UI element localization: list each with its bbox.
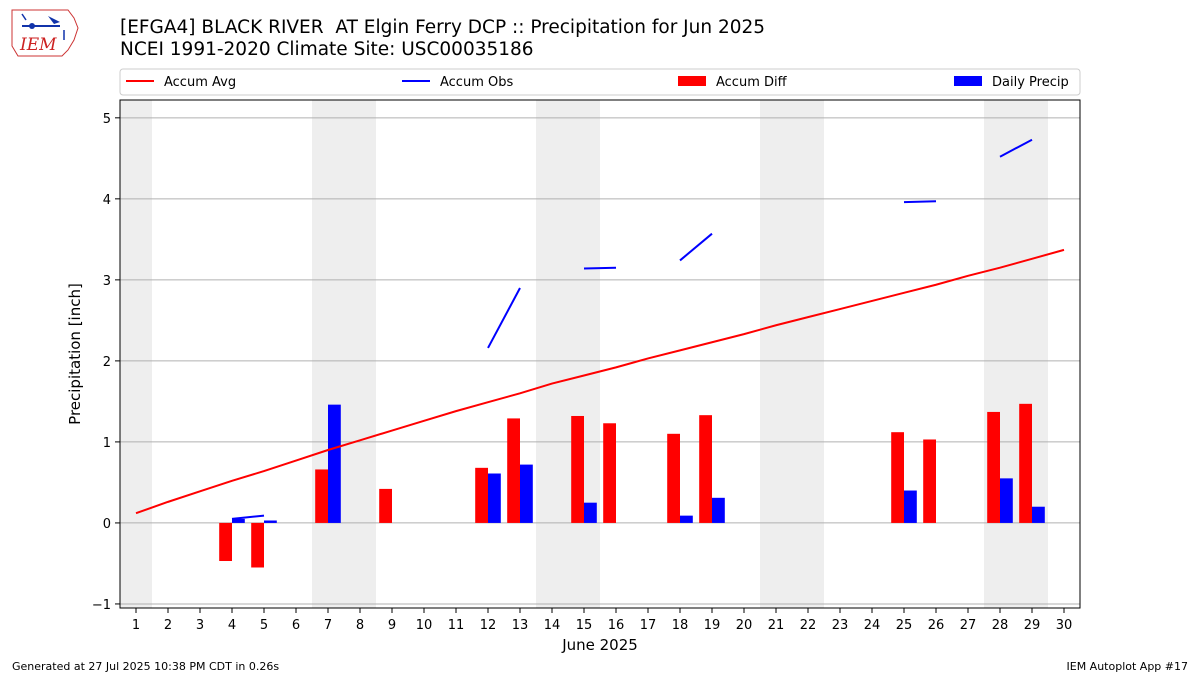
x-tick-label: 14 xyxy=(544,618,561,633)
x-tick-label: 7 xyxy=(324,618,332,633)
x-tick-label: 18 xyxy=(672,618,689,633)
iem-logo: IEM xyxy=(8,6,82,62)
daily-precip-bar xyxy=(488,473,501,523)
x-tick-label: 19 xyxy=(704,618,721,633)
x-tick-label: 16 xyxy=(608,618,625,633)
generated-timestamp: Generated at 27 Jul 2025 10:38 PM CDT in… xyxy=(12,660,280,673)
x-tick-label: 17 xyxy=(640,618,657,633)
x-tick-label: 20 xyxy=(736,618,753,633)
daily-precip-bar xyxy=(520,464,533,523)
daily-precip-bar xyxy=(584,502,597,523)
y-tick-label: −1 xyxy=(92,598,111,613)
legend-daily-precip-label: Daily Precip xyxy=(992,75,1069,90)
accum-diff-bar xyxy=(987,411,1000,523)
x-tick-label: 21 xyxy=(768,618,785,633)
x-tick-label: 5 xyxy=(260,618,268,633)
x-tick-label: 11 xyxy=(448,618,465,633)
accum-diff-bar xyxy=(219,522,232,562)
x-tick-label: 25 xyxy=(896,618,913,633)
x-tick-label: 3 xyxy=(196,618,204,633)
y-tick-label: 1 xyxy=(103,436,111,451)
x-tick-label: 9 xyxy=(388,618,396,633)
daily-precip-bar xyxy=(1000,478,1013,523)
y-tick-label: 5 xyxy=(103,112,111,127)
accum-diff-bar xyxy=(315,469,328,523)
x-tick-label: 15 xyxy=(576,618,593,633)
x-tick-label: 4 xyxy=(228,618,236,633)
x-tick-label: 13 xyxy=(512,618,529,633)
legend-box xyxy=(119,68,1081,96)
accum-obs-line xyxy=(231,514,265,520)
x-tick-label: 12 xyxy=(480,618,497,633)
x-tick-label: 10 xyxy=(416,618,433,633)
daily-precip-bar xyxy=(264,520,277,523)
accum-obs-line xyxy=(679,232,713,262)
y-axis-label: Precipitation [inch] xyxy=(66,283,84,425)
daily-precip-bar xyxy=(904,490,917,523)
x-tick-label: 29 xyxy=(1024,618,1041,633)
chart-subtitle: NCEI 1991-2020 Climate Site: USC00035186 xyxy=(120,39,534,60)
accum-diff-bar xyxy=(507,418,520,523)
legend-accum-avg-label: Accum Avg xyxy=(164,75,236,90)
x-tick-label: 26 xyxy=(928,618,945,633)
chart-title: [EFGA4] BLACK RIVER AT Elgin Ferry DCP :… xyxy=(120,17,766,38)
accum-diff-bar xyxy=(379,488,392,523)
legend-accum-diff-swatch xyxy=(678,76,706,86)
x-tick-label: 6 xyxy=(292,618,300,633)
accum-diff-bar xyxy=(923,439,936,523)
daily-precip-bar xyxy=(680,515,693,523)
accum-obs-line xyxy=(903,200,937,204)
weekend-shade xyxy=(312,100,376,608)
x-tick-label: 2 xyxy=(164,618,172,633)
weekend-shade xyxy=(536,100,600,608)
accum-diff-bar xyxy=(571,415,584,523)
x-tick-label: 23 xyxy=(832,618,849,633)
daily-precip-bar xyxy=(712,497,725,523)
y-tick-label: 0 xyxy=(103,517,111,532)
accum-diff-bar xyxy=(475,467,488,523)
x-tick-label: 22 xyxy=(800,618,817,633)
x-tick-label: 8 xyxy=(356,618,364,633)
accum-diff-bar xyxy=(699,415,712,523)
weekend-shade xyxy=(120,100,152,608)
legend-accum-diff-label: Accum Diff xyxy=(716,75,788,90)
y-tick-label: 2 xyxy=(103,355,111,370)
x-tick-label: 30 xyxy=(1056,618,1073,633)
y-tick-label: 3 xyxy=(103,274,111,289)
x-tick-label: 27 xyxy=(960,618,977,633)
x-tick-label: 24 xyxy=(864,618,881,633)
accum-diff-bar xyxy=(603,423,616,523)
accum-diff-bar xyxy=(251,522,264,568)
accum-diff-bar xyxy=(1019,403,1032,523)
accum-obs-line xyxy=(487,287,521,349)
accum-obs-line xyxy=(583,266,617,270)
accum-avg-line xyxy=(135,248,1065,515)
x-axis-label: June 2025 xyxy=(561,636,638,654)
x-tick-label: 1 xyxy=(132,618,140,633)
x-tick-label: 28 xyxy=(992,618,1009,633)
daily-precip-bar xyxy=(232,518,245,523)
plot-frame xyxy=(119,99,1081,609)
daily-precip-bar xyxy=(1032,506,1045,523)
y-tick-label: 4 xyxy=(103,193,111,208)
legend-daily-precip-swatch xyxy=(954,76,982,86)
autoplot-app-label: IEM Autoplot App #17 xyxy=(1066,660,1189,673)
accum-obs-line xyxy=(999,138,1033,158)
weekend-shade xyxy=(760,100,824,608)
accum-diff-bar xyxy=(891,432,904,523)
daily-precip-bar xyxy=(328,404,341,523)
accum-diff-bar xyxy=(667,433,680,523)
legend-accum-obs-label: Accum Obs xyxy=(440,75,513,90)
weekend-shade xyxy=(984,100,1048,608)
logo-text: IEM xyxy=(19,35,57,55)
